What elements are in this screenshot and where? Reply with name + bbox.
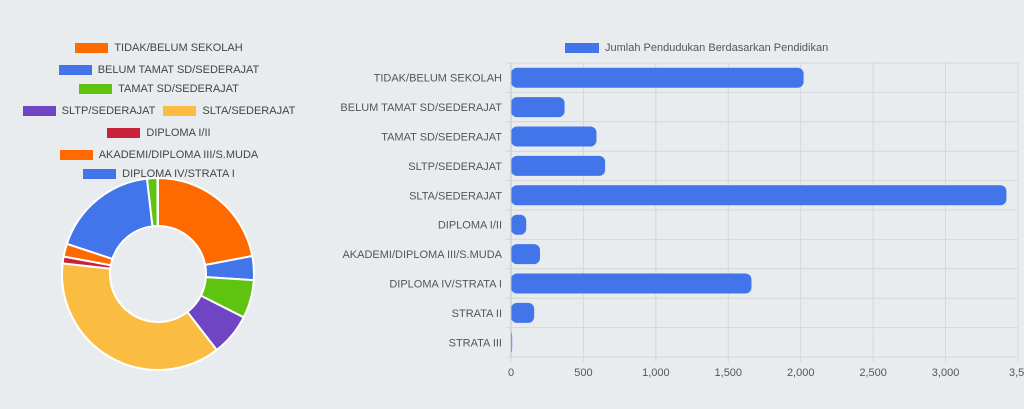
bar[interactable] (511, 67, 804, 88)
donut-slice[interactable] (157, 176, 254, 267)
x-tick-label: 0 (508, 367, 514, 379)
bar-legend-swatch (565, 43, 599, 53)
donut-legend-item[interactable]: AKADEMI/DIPLOMA III/S.MUDA (59, 147, 259, 163)
y-category-label: STRATA III (449, 337, 502, 349)
y-category-label: SLTP/SEDERAJAT (408, 161, 502, 173)
bar[interactable] (511, 244, 540, 265)
y-category-label: TAMAT SD/SEDERAJAT (381, 132, 502, 144)
y-category-label: DIPLOMA I/II (438, 220, 502, 232)
bar[interactable] (511, 155, 606, 176)
legend-swatch (163, 106, 197, 116)
donut-legend-item[interactable]: DIPLOMA IV/STRATA I (83, 166, 235, 182)
legend-label: DIPLOMA I/II (146, 127, 211, 139)
legend-swatch (59, 150, 93, 160)
legend-label: SLTP/SEDERAJAT (61, 105, 156, 117)
x-tick-label: 2,000 (787, 367, 815, 379)
donut-legend-item[interactable]: DIPLOMA I/II (107, 125, 211, 141)
x-tick-label: 500 (574, 367, 592, 379)
legend-swatch (58, 65, 92, 75)
legend-swatch (22, 106, 56, 116)
legend-label: TAMAT SD/SEDERAJAT (118, 83, 239, 95)
y-category-label: AKADEMI/DIPLOMA III/S.MUDA (342, 249, 502, 261)
bar-legend[interactable]: Jumlah Pendudukan Berdasarkan Pendidikan (565, 42, 828, 54)
legend-label: BELUM TAMAT SD/SEDERAJAT (97, 64, 260, 76)
legend-label: TIDAK/BELUM SEKOLAH (114, 42, 243, 54)
bar[interactable] (511, 302, 535, 323)
bar[interactable] (511, 126, 597, 147)
bar[interactable] (511, 185, 1007, 206)
legend-label: AKADEMI/DIPLOMA III/S.MUDA (98, 149, 259, 161)
donut-slice[interactable] (61, 262, 219, 371)
bar-legend-label: Jumlah Pendudukan Berdasarkan Pendidikan (605, 42, 829, 54)
donut-legend-item[interactable]: SLTA/SEDERAJAT (163, 103, 295, 119)
x-tick-label: 2,500 (859, 367, 887, 379)
y-category-label: TIDAK/BELUM SEKOLAH (374, 73, 502, 85)
y-category-label: BELUM TAMAT SD/SEDERAJAT (340, 102, 502, 114)
bar[interactable] (511, 273, 752, 294)
legend-swatch (107, 128, 141, 138)
donut-legend-item[interactable]: TAMAT SD/SEDERAJAT (79, 81, 239, 97)
y-category-label: STRATA II (452, 308, 502, 320)
x-tick-label: 1,500 (715, 367, 743, 379)
legend-swatch (75, 43, 109, 53)
donut-legend-item[interactable]: BELUM TAMAT SD/SEDERAJAT (58, 62, 260, 78)
legend-swatch (83, 169, 117, 179)
x-tick-label: 1,000 (642, 367, 670, 379)
bar[interactable] (511, 214, 527, 235)
donut-legend-item[interactable]: SLTP/SEDERAJAT (22, 103, 156, 119)
x-tick-label: 3,000 (932, 367, 960, 379)
legend-label: DIPLOMA IV/STRATA I (122, 168, 235, 180)
bar[interactable] (511, 97, 565, 118)
donut-slice[interactable] (156, 176, 159, 228)
legend-label: SLTA/SEDERAJAT (202, 105, 296, 117)
donut-legend-item[interactable]: TIDAK/BELUM SEKOLAH (75, 40, 243, 56)
y-category-label: DIPLOMA IV/STRATA I (389, 279, 502, 291)
legend-swatch (79, 84, 113, 94)
donut-chart (61, 176, 255, 371)
x-tick-label: 3,50 (1009, 367, 1024, 379)
y-category-label: SLTA/SEDERAJAT (409, 190, 502, 202)
